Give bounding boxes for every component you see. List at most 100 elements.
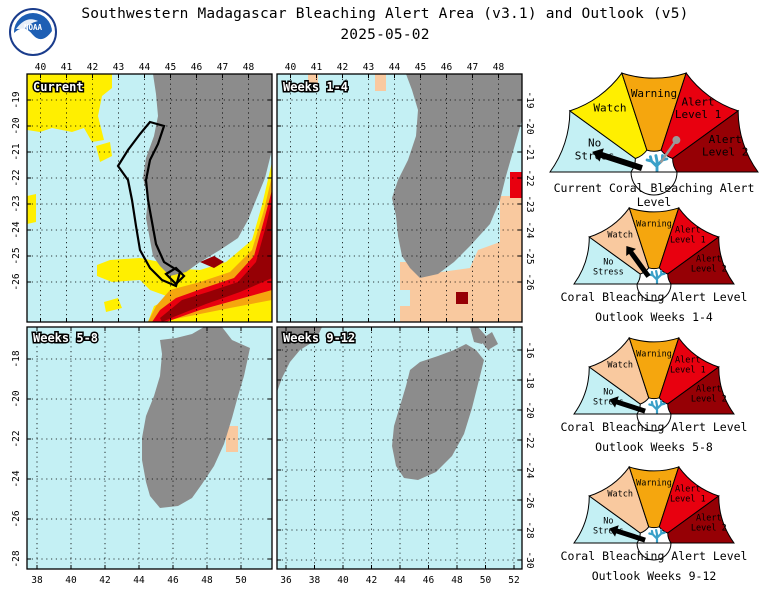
outlook-weeks-1-4-map[interactable] <box>277 74 522 322</box>
gauge-label-no-stress: No Stress <box>593 516 624 536</box>
right-lat-label: -28 <box>524 521 535 538</box>
bottom-lon-label: 40 <box>65 575 77 586</box>
map-title: Southwestern Madagascar Bleaching Alert … <box>81 6 689 22</box>
gauge-needle <box>614 527 646 543</box>
right-lat-label: -16 <box>524 341 535 358</box>
left-lat-label: -23 <box>11 195 22 212</box>
panel-label-weeks-1-4-shadow: Weeks 1-4 <box>283 80 348 94</box>
gauge-needle-head <box>609 525 619 537</box>
bottom-lon-label: 50 <box>480 575 492 586</box>
top-lon-label: 41 <box>311 62 323 73</box>
top-lon-label: 42 <box>87 62 98 73</box>
gauge-label-alert-level-2: Alert Level 2 <box>691 514 727 534</box>
top-lon-label: 43 <box>113 62 124 73</box>
gauge-label-warning: Warning <box>631 87 677 100</box>
gauge-label-alert-level-2: Alert Level 2 <box>691 255 727 275</box>
gauge-label-watch: Watch <box>607 489 633 499</box>
panel-label-current: Current <box>33 80 84 94</box>
left-lat-label: -26 <box>11 510 22 527</box>
gauge-needle <box>614 398 646 414</box>
gauge-label-warning: Warning <box>636 349 672 359</box>
right-lat-label: -23 <box>524 195 535 212</box>
bottom-lon-label: 44 <box>133 575 145 586</box>
left-lat-label: -24 <box>11 470 22 487</box>
gauge-previous-marker <box>672 136 681 145</box>
bottom-lon-label: 48 <box>451 575 463 586</box>
outlook-weeks-9-12-map[interactable] <box>277 327 522 569</box>
gauge-weeks-5-8-subcaption: Outlook Weeks 5-8 <box>595 440 713 454</box>
gauge-label-no-stress: No Stress <box>593 387 624 407</box>
bottom-lon-label: 36 <box>280 575 292 586</box>
right-lat-label: -26 <box>524 491 535 508</box>
lat-lon-grid <box>27 74 522 569</box>
top-lon-label: 44 <box>139 62 151 73</box>
left-lat-label: -24 <box>11 221 22 238</box>
top-lon-label: 42 <box>337 62 348 73</box>
bottom-lon-label: 48 <box>201 575 213 586</box>
left-lat-label: -22 <box>11 169 22 186</box>
outlook-weeks-5-8-map[interactable] <box>27 327 272 569</box>
coral-icon <box>648 528 666 544</box>
gauge-needle <box>627 249 651 278</box>
left-lat-label: -20 <box>11 117 22 134</box>
bottom-lon-label: 38 <box>31 575 43 586</box>
map-date: 2025-05-02 <box>340 27 430 43</box>
bottom-lon-label: 46 <box>167 575 179 586</box>
top-lon-label: 46 <box>191 62 203 73</box>
top-lon-label: 40 <box>285 62 297 73</box>
panel-label-current-shadow: Current <box>33 80 84 94</box>
panel-label-weeks-9-12-shadow: Weeks 9-12 <box>283 331 355 345</box>
gauge-needle <box>598 151 643 171</box>
gauge-label-warning: Warning <box>636 219 672 229</box>
gauge-label-alert-level-2: Alert Level 2 <box>691 385 727 405</box>
bottom-lon-label: 40 <box>337 575 349 586</box>
gauge-label-alert-level-1: Alert Level 1 <box>675 95 721 121</box>
gauge-label-watch: Watch <box>607 230 633 240</box>
right-lat-label: -26 <box>524 273 535 290</box>
panel-label-weeks-5-8-shadow: Weeks 5-8 <box>33 331 98 345</box>
coral-icon <box>648 269 666 285</box>
right-lat-label: -21 <box>524 143 535 160</box>
right-lat-label: -22 <box>524 169 535 186</box>
left-lat-label: -25 <box>11 247 22 264</box>
left-lat-label: -18 <box>11 350 22 367</box>
gauge-weeks-9-12-caption: Coral Bleaching Alert Level <box>560 549 748 563</box>
bottom-lon-label: 42 <box>99 575 110 586</box>
right-lat-label: -22 <box>524 431 535 448</box>
gauge-weeks-5-8-caption: Coral Bleaching Alert Level <box>560 420 748 434</box>
gauge-needle-head <box>592 148 604 162</box>
noaa-logo-text: NOAA <box>24 23 43 32</box>
top-lon-label: 47 <box>467 62 478 73</box>
map-panels: Current Current Weeks 1-4 Weeks 1-4 Week… <box>11 62 535 586</box>
gauge-weeks-9-12-subcaption: Outlook Weeks 9-12 <box>591 569 717 583</box>
bottom-lon-label: 52 <box>508 575 519 586</box>
left-lat-label: -21 <box>11 143 22 160</box>
top-lon-label: 40 <box>35 62 47 73</box>
gauge-label-alert-level-1: Alert Level 1 <box>670 356 706 376</box>
top-lon-label: 48 <box>243 62 255 73</box>
top-lon-label: 44 <box>389 62 401 73</box>
right-lat-label: -20 <box>524 401 535 418</box>
bottom-lon-label: 46 <box>423 575 435 586</box>
top-lon-label: 47 <box>217 62 228 73</box>
panel-label-weeks-5-8: Weeks 5-8 <box>33 331 98 345</box>
bottom-lon-label: 50 <box>235 575 247 586</box>
bottom-lon-label: 44 <box>394 575 406 586</box>
right-lat-label: -25 <box>524 247 535 264</box>
top-lon-label: 43 <box>363 62 374 73</box>
gauge-label-warning: Warning <box>636 478 672 488</box>
coral-icon <box>648 399 666 415</box>
bottom-lon-label: 38 <box>309 575 321 586</box>
right-lat-label: -24 <box>524 461 535 478</box>
current-alert-map[interactable] <box>27 74 272 322</box>
left-lat-label: -22 <box>11 430 22 447</box>
left-lat-label: -26 <box>11 273 22 290</box>
right-lat-label: -20 <box>524 117 535 134</box>
gauge-needle-head <box>626 245 636 256</box>
gauge-current-caption: Current Coral Bleaching Alert Level <box>553 181 755 209</box>
